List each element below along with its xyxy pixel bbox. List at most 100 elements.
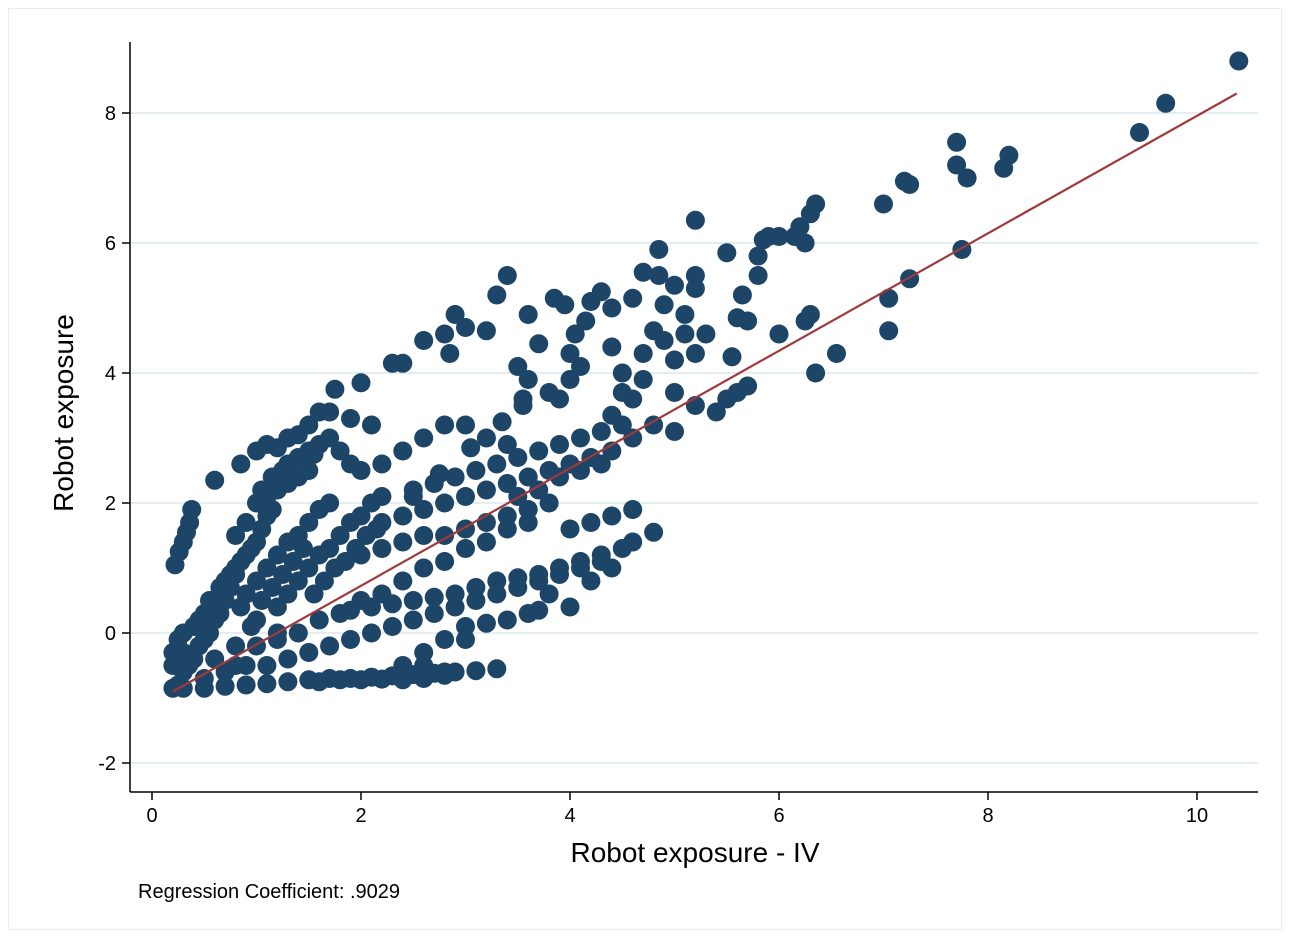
data-point [717,243,737,263]
data-point [649,240,669,259]
data-point [205,649,225,669]
data-point [435,552,455,571]
data-point [879,288,899,308]
data-point [827,344,846,363]
data-point [456,487,475,506]
axes: -2 0 2 4 6 8 0 2 4 6 8 10 [98,42,1258,827]
data-point [591,282,611,302]
chart-frame [8,8,1282,930]
data-point [424,587,444,607]
data-point [320,636,340,656]
data-point [1229,51,1249,71]
data-point [210,578,230,597]
data-point [393,532,413,552]
data-point [518,467,538,487]
x-tick-label: 6 [773,805,784,827]
data-point [231,454,251,474]
data-point [529,441,549,461]
data-point [722,347,742,367]
data-point [675,305,695,324]
data-point [550,435,569,454]
data-point [497,435,517,454]
data-point [623,389,643,409]
data-point [591,545,611,565]
data-point [330,441,350,461]
data-point [456,630,475,649]
data-point [466,578,486,597]
x-tick-label: 8 [982,805,993,827]
data-point [393,506,413,526]
data-point [299,558,319,578]
data-point [487,659,507,679]
data-point [435,415,455,435]
data-point [278,649,298,669]
data-point [571,357,590,376]
data-point [215,676,235,696]
data-point [665,383,684,402]
data-point [231,597,251,617]
data-point [351,670,371,690]
data-point [414,331,434,350]
data-point [445,467,465,487]
data-point [299,643,319,662]
data-point [952,240,972,259]
data-point [696,324,716,344]
data-point [393,571,413,591]
data-point [806,363,826,383]
data-point [173,623,193,643]
data-point [393,441,413,461]
x-axis-title: Robot exposure - IV [570,837,819,868]
data-point [414,656,434,675]
data-point [487,571,507,591]
data-point [748,246,768,266]
data-point [947,132,967,152]
data-point [623,428,643,448]
fit-line-group [172,92,1238,693]
data-point [403,591,423,610]
gridlines [130,112,1258,764]
data-point [769,227,789,246]
data-point [182,500,202,519]
data-point [560,519,580,539]
data-point [874,194,893,214]
y-tick-label: 8 [105,103,116,125]
data-point [466,661,486,681]
data-point [497,610,517,630]
data-point [351,373,371,393]
data-point [476,532,496,552]
data-point [497,266,517,285]
data-point [508,448,528,467]
data-point [257,558,277,578]
data-point [879,321,899,341]
regression-note: Regression Coefficient: .9029 [138,881,400,903]
data-point [732,285,752,305]
data-point [550,558,569,578]
data-point [795,233,815,253]
data-point [806,194,826,214]
data-point [769,324,789,344]
data-point [403,610,423,630]
data-point [602,337,622,357]
data-point [623,288,643,308]
data-point [372,539,392,558]
data-point [529,565,549,584]
data-point [497,474,517,493]
data-point [508,568,528,588]
data-point [252,591,272,610]
data-point [393,670,413,690]
data-point [565,324,585,344]
data-point [555,295,575,315]
data-point [675,324,695,344]
data-point [513,396,533,415]
data-point [372,669,392,689]
data-point [309,672,329,692]
data-point [571,428,590,448]
data-point [571,461,590,480]
data-point [487,584,507,604]
data-point [518,500,538,519]
data-point [278,672,298,692]
data-point [382,617,402,636]
data-point [649,266,669,285]
data-point [633,370,653,389]
